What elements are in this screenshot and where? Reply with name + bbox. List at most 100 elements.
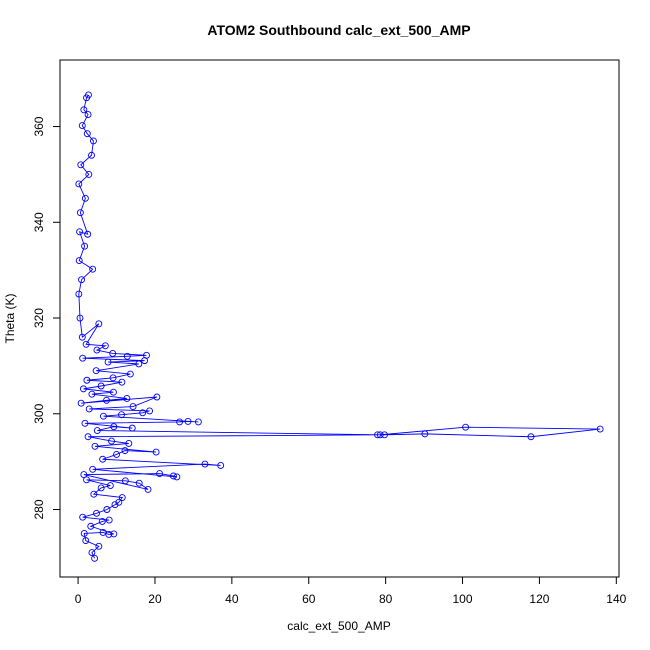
data-point (89, 265, 97, 273)
data-point (103, 396, 110, 404)
x-tick-label: 0 (75, 592, 82, 606)
data-point (95, 320, 103, 328)
data-point (99, 455, 107, 463)
data-point (105, 530, 113, 538)
x-tick-label: 140 (606, 592, 626, 606)
data-point (527, 433, 535, 441)
data-point (110, 530, 118, 538)
data-point (75, 180, 83, 188)
data-point (83, 476, 90, 484)
y-tick-label: 300 (32, 403, 46, 423)
data-point (144, 485, 152, 493)
data-point (381, 431, 388, 439)
x-tick-label: 40 (225, 592, 239, 606)
data-point (88, 549, 96, 557)
data-point (97, 484, 105, 492)
data-point (146, 407, 154, 415)
data-point (91, 442, 99, 450)
data-point (77, 161, 85, 169)
data-point (82, 537, 90, 545)
data-point (128, 424, 136, 432)
data-point (156, 470, 164, 478)
data-point (79, 385, 87, 393)
chart-title: ATOM2 Southbound calc_ext_500_AMP (207, 22, 470, 38)
data-point (194, 418, 202, 426)
data-point (139, 409, 147, 417)
data-point (84, 433, 92, 441)
x-tick-label: 120 (529, 592, 549, 606)
data-point (105, 516, 113, 524)
data-point (78, 276, 85, 284)
data-point (217, 462, 225, 469)
data-point (97, 382, 105, 390)
data-point (101, 342, 109, 350)
data-point (109, 374, 117, 382)
data-point (98, 518, 106, 525)
data-point (92, 367, 100, 375)
data-point (93, 509, 100, 517)
data-point (77, 399, 85, 407)
x-tick-label: 60 (302, 592, 316, 606)
y-tick-label: 340 (32, 212, 46, 232)
data-point (85, 405, 93, 413)
data-point (104, 358, 112, 366)
data-point (81, 242, 89, 250)
data-point (109, 388, 117, 396)
data-point (184, 417, 192, 425)
x-tick-label: 80 (379, 592, 393, 606)
data-point (88, 151, 95, 159)
data-point (93, 346, 101, 354)
data-point (75, 257, 83, 265)
data-point (176, 418, 184, 426)
data-point (99, 412, 107, 420)
data-point (89, 137, 97, 145)
data-point (201, 460, 209, 468)
x-axis: 0 20 40 60 80 100 120 140 (75, 576, 627, 606)
data-point (82, 340, 90, 348)
data-point (108, 437, 115, 445)
data-point (93, 427, 101, 434)
data-point (111, 501, 119, 509)
data-point (83, 376, 91, 384)
data-point (76, 209, 84, 217)
data-point (95, 542, 103, 550)
data-point (123, 394, 131, 402)
data-point (118, 378, 126, 386)
data-point (110, 423, 118, 431)
y-tick-label: 320 (32, 308, 46, 328)
data-point (83, 130, 91, 138)
data-point (79, 513, 87, 521)
y-tick-label: 360 (32, 116, 46, 136)
y-axis-label: Theta (K) (3, 293, 17, 343)
data-point (153, 393, 161, 401)
data-point (421, 430, 429, 438)
data-point (103, 506, 111, 513)
data-point (89, 465, 97, 473)
data-point (109, 350, 117, 357)
series-line (78, 94, 601, 559)
data-point (85, 170, 93, 178)
x-tick-label: 100 (453, 592, 473, 606)
data-point (121, 477, 129, 485)
data-point (84, 230, 92, 238)
data-point (121, 447, 129, 455)
data-point (462, 423, 470, 431)
data-point (376, 431, 384, 439)
data-point (81, 419, 89, 427)
data-series (75, 91, 604, 562)
data-point (80, 471, 88, 479)
data-point (374, 431, 382, 439)
data-point (76, 314, 84, 322)
data-point (169, 472, 177, 480)
data-point (123, 352, 131, 360)
data-point (135, 479, 143, 487)
data-point (81, 194, 89, 202)
data-point (106, 482, 114, 490)
plot-area-frame (59, 59, 620, 578)
data-point (80, 106, 88, 114)
x-axis-label: calc_ext_500_AMP (287, 619, 390, 633)
data-point (596, 425, 604, 433)
data-point (87, 522, 95, 530)
data-point (125, 439, 133, 447)
